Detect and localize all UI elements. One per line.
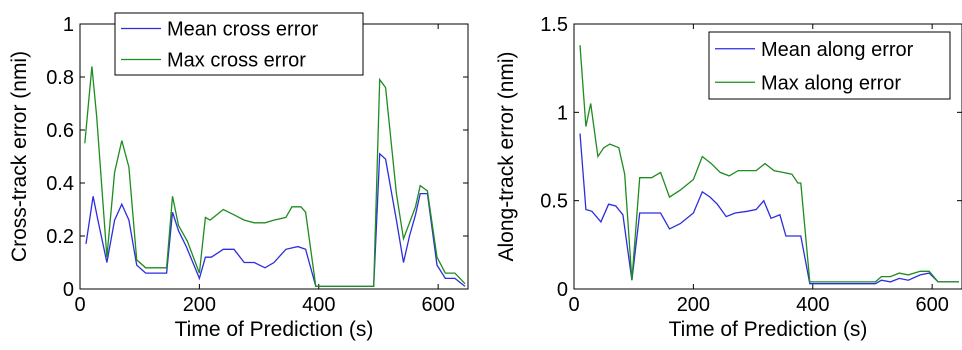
cross-track-chart: 0 200 400 600 0 0.2 0.4 0.6 0.8 1 Time of Predicti… <box>0 0 481 345</box>
x-axis-label: Time of Prediction (s) <box>669 318 868 341</box>
x-tick-label: 600 <box>915 294 948 316</box>
y-tick-label: 1 <box>557 102 568 124</box>
x-tick-label: 600 <box>421 294 454 316</box>
y-axis-label: Cross-track error (nmi) <box>8 51 31 262</box>
y-axis-label: Along-track error (nmi) <box>495 51 518 261</box>
legend-box <box>114 12 364 76</box>
along-track-chart: 0 200 400 600 0 0.5 1 1.5 Time of Prediction (s)… <box>481 0 962 345</box>
chart-svg: 0 200 400 600 0 0.5 1 1.5 Time of Prediction (s)… <box>495 14 962 341</box>
x-tick-label: 400 <box>302 294 335 316</box>
x-tick-label: 400 <box>796 294 829 316</box>
legend-label: Max cross error <box>167 50 306 72</box>
y-tick-label: 0.6 <box>46 120 74 142</box>
x-tick-label: 0 <box>568 294 579 316</box>
legend-label: Max along error <box>761 72 901 94</box>
y-tick-label: 0 <box>63 279 74 301</box>
legend-label: Mean cross error <box>167 19 318 41</box>
y-tick-label: 0.8 <box>46 67 74 89</box>
legend-box <box>708 31 951 100</box>
x-tick-label: 200 <box>183 294 216 316</box>
y-tick-label: 0.5 <box>540 191 568 213</box>
y-tick-label: 0 <box>557 279 568 301</box>
x-tick-label: 200 <box>677 294 710 316</box>
series-line-mean-along-error <box>579 133 959 285</box>
y-tick-label: 1 <box>63 14 74 36</box>
series-line-max-cross-error <box>84 66 466 288</box>
series-line-max-along-error <box>579 45 959 283</box>
y-tick-label: 0.2 <box>46 226 74 248</box>
chart-svg: 0 200 400 600 0 0.2 0.4 0.6 0.8 1 Time of Predicti… <box>8 12 469 341</box>
y-tick-label: 1.5 <box>540 14 568 36</box>
series-line-mean-cross-error <box>85 152 466 288</box>
legend-label: Mean along error <box>761 39 914 61</box>
y-tick-label: 0.4 <box>46 173 74 195</box>
x-tick-label: 0 <box>74 294 85 316</box>
plot-frame <box>573 23 962 290</box>
x-axis-label: Time of Prediction (s) <box>175 318 374 341</box>
